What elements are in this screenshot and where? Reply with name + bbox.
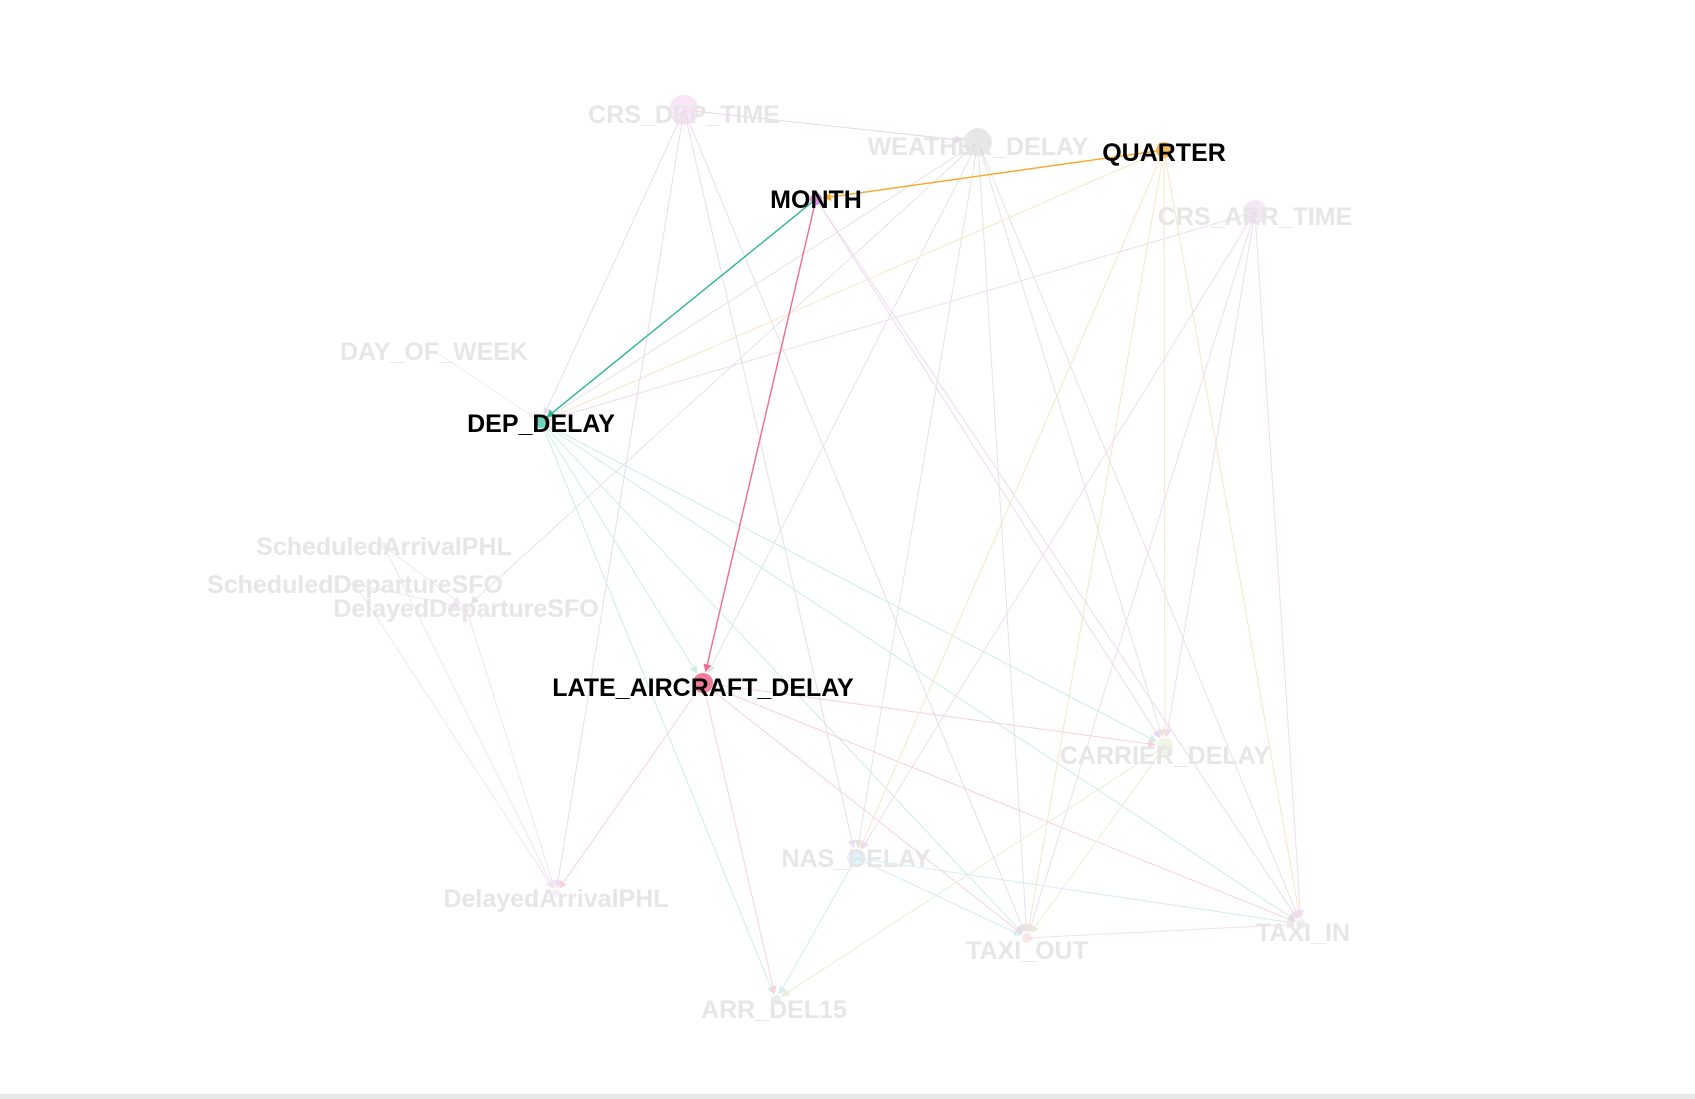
node-label-crs-dep-time: CRS_DEP_TIME [588, 101, 780, 129]
edge-weather-delay-to-delayeddeparturesfo [470, 141, 979, 604]
node-label-month: MONTH [770, 186, 862, 214]
edge-late-aircraft-delay-to-arr-del15 [702, 682, 777, 995]
edge-crs-dep-time-to-delayedarrivalphl [554, 109, 685, 889]
labels-layer: CRS_DEP_TIME WEATHER_DELAY QUARTER MONTH CRS… [207, 101, 1352, 1024]
edge-quarter-to-dep-delay [547, 149, 1165, 420]
edge-late-aircraft-delay-to-taxi-in [702, 682, 1296, 923]
node-crs-arr-time[interactable] [1243, 200, 1267, 224]
node-arr-del15[interactable] [771, 995, 781, 1005]
bottom-divider [0, 1094, 1695, 1099]
node-month[interactable] [810, 193, 822, 205]
edge-weather-delay-to-carrier-delay [977, 141, 1164, 738]
edge-carrier-delay-to-arr-del15 [781, 745, 1166, 997]
edge-delayeddeparturesfo-to-delayedarrivalphl [465, 607, 556, 889]
edge-crs-dep-time-to-weather-delay [683, 109, 964, 144]
edge-weather-delay-to-nas-delay [855, 141, 979, 849]
node-delayedarrivalphl[interactable] [552, 889, 560, 897]
edge-month-to-taxi-in [815, 198, 1298, 920]
node-label-crs-arr-time: CRS_ARR_TIME [1158, 203, 1352, 231]
edge-scheduledarrivalphl-to-delayeddeparturesfo [383, 545, 462, 605]
node-label-scheduledarrivalphl: ScheduledArrivalPHL [256, 533, 512, 561]
edge-crs-dep-time-to-dep-delay [543, 109, 685, 416]
edge-crs-arr-time-to-taxi-out [1027, 211, 1256, 933]
edge-weather-delay-to-late-aircraft-delay [707, 141, 979, 674]
node-label-carrier-delay: CARRIER_DELAY [1060, 742, 1271, 770]
node-late-aircraft-delay[interactable] [693, 673, 713, 693]
edge-late-aircraft-delay-to-delayedarrivalphl [558, 682, 704, 889]
node-label-quarter: QUARTER [1102, 139, 1226, 167]
node-taxi-in[interactable] [1296, 919, 1306, 929]
edge-dep-delay-to-arr-del15 [540, 421, 775, 995]
edge-carrier-delay-to-taxi-out [1030, 745, 1166, 934]
nodes-layer [351, 95, 1306, 1005]
node-label-late-aircraft-delay: LATE_AIRCRAFT_DELAY [552, 674, 854, 702]
edge-weather-delay-to-taxi-out [977, 141, 1031, 933]
edge-crs-dep-time-to-taxi-out [683, 109, 1026, 933]
node-carrier-delay[interactable] [1157, 738, 1173, 754]
node-label-taxi-in: TAXI_IN [1256, 919, 1350, 947]
node-label-taxi-out: TAXI_OUT [966, 937, 1088, 965]
edge-month-to-late-aircraft-delay [703, 198, 817, 673]
edge-quarter-to-month [822, 149, 1165, 201]
edge-weather-delay-to-dep-delay [546, 141, 979, 419]
node-scheduleddeparturesfo[interactable] [351, 580, 359, 588]
edge-month-to-carrier-delay [815, 198, 1161, 739]
edge-crs-arr-time-to-taxi-in [1254, 211, 1305, 919]
node-label-nas-delay: NAS_DELAY [781, 845, 930, 873]
edge-month-to-dep-delay [546, 198, 817, 418]
node-label-weather-delay: WEATHER_DELAY [868, 133, 1089, 161]
node-nas-delay[interactable] [847, 849, 865, 867]
node-label-delayedarrivalphl: DelayedArrivalPHL [443, 885, 668, 913]
edge-quarter-to-carrier-delay [1160, 149, 1169, 737]
edge-quarter-to-taxi-out [1025, 149, 1165, 933]
edge-crs-arr-time-to-dep-delay [547, 211, 1256, 422]
node-delayeddeparturesfo[interactable] [461, 603, 471, 613]
edge-taxi-out-to-taxi-in [1026, 920, 1296, 939]
node-taxi-out[interactable] [1022, 933, 1032, 943]
edge-quarter-to-taxi-in [1163, 149, 1303, 919]
edge-nas-delay-to-taxi-out [855, 857, 1022, 936]
edge-dep-delay-to-carrier-delay [540, 421, 1158, 742]
edge-crs-arr-time-to-nas-delay [861, 211, 1256, 850]
edge-late-aircraft-delay-to-carrier-delay [702, 682, 1157, 748]
node-dep-delay[interactable] [535, 416, 547, 428]
edge-weather-delay-to-taxi-in [977, 141, 1300, 919]
edge-scheduleddeparturesfo-to-delayeddeparturesfo [354, 583, 461, 609]
edge-dep-delay-to-taxi-in [540, 421, 1296, 921]
edge-dep-delay-to-taxi-out [540, 421, 1023, 934]
node-quarter[interactable] [1156, 142, 1172, 158]
node-label-arr-del15: ARR_DEL15 [701, 996, 847, 1024]
edge-nas-delay-to-arr-del15 [778, 857, 857, 995]
edge-dep-delay-to-late-aircraft-delay [540, 421, 698, 674]
node-crs-dep-time[interactable] [669, 95, 699, 125]
edge-scheduleddeparturesfo-to-delayedarrivalphl [354, 583, 554, 889]
node-scheduledarrivalphl[interactable] [380, 542, 388, 550]
edge-scheduledarrivalphl-to-delayedarrivalphl [383, 545, 554, 889]
node-label-dep-delay: DEP_DELAY [467, 410, 615, 438]
edge-crs-dep-time-to-nas-delay [683, 109, 856, 849]
node-weather-delay[interactable] [964, 128, 992, 156]
edge-quarter-to-nas-delay [859, 149, 1165, 849]
node-label-delayeddeparturesfo: DelayedDepartureSFO [333, 595, 598, 623]
edge-late-aircraft-delay-to-taxi-out [702, 682, 1023, 935]
edge-nas-delay-to-taxi-in [855, 857, 1296, 926]
edge-crs-arr-time-to-carrier-delay [1163, 211, 1256, 738]
node-label-day-of-week: DAY_OF_WEEK [340, 338, 528, 366]
node-label-scheduleddeparturesfo: ScheduledDepartureSFO [207, 571, 503, 599]
edges-layer [354, 109, 1305, 997]
edge-day-of-week-to-dep-delay [433, 350, 536, 419]
